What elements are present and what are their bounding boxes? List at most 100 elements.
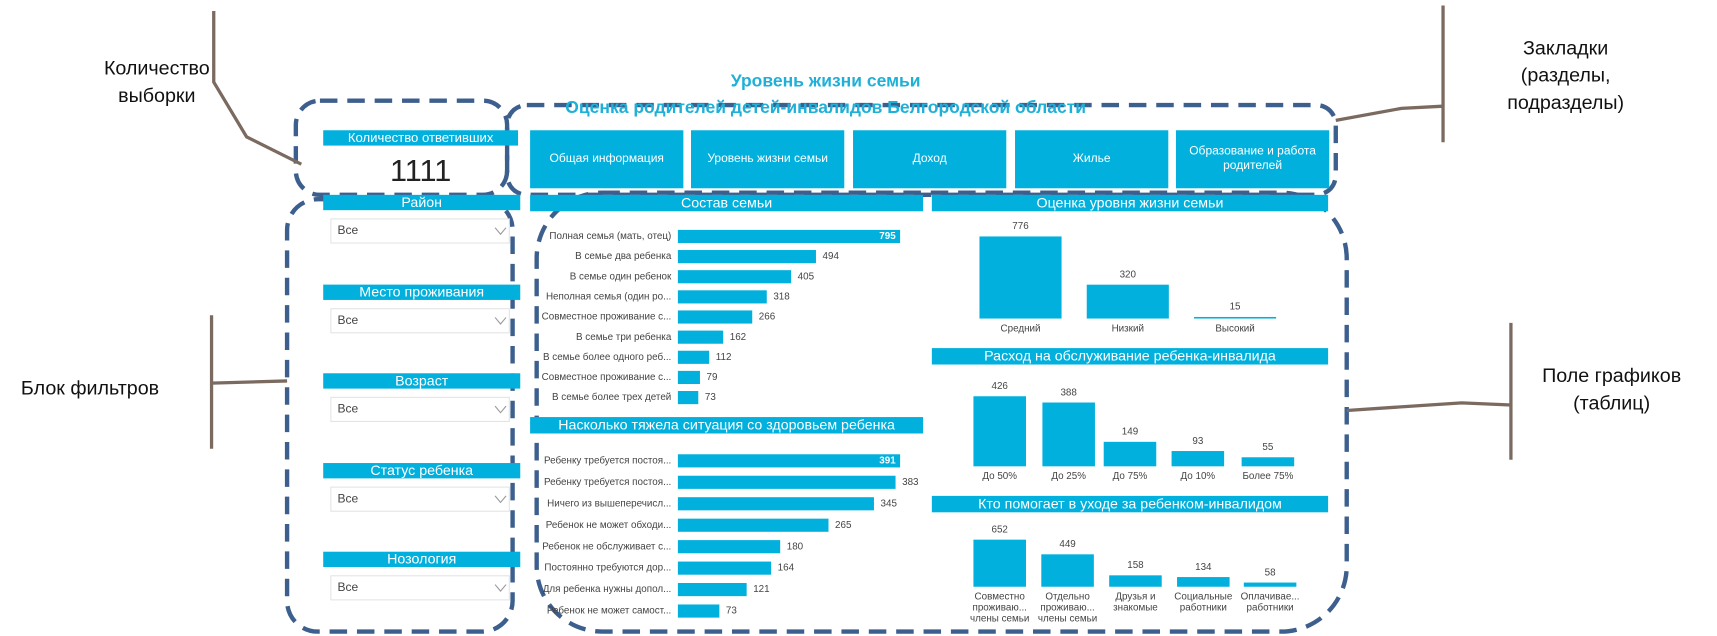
chevron	[494, 317, 507, 325]
text-line: работники	[1180, 602, 1227, 613]
filter-value: Все	[337, 223, 358, 237]
text-line: До 25%	[1051, 471, 1086, 482]
pointer	[212, 10, 303, 166]
value-label: 158	[1127, 560, 1144, 571]
category-label: Высокий	[1215, 323, 1254, 334]
bar	[1194, 316, 1277, 319]
chart-header	[931, 194, 1329, 212]
text-line: (таблиц)	[1573, 393, 1650, 415]
bar	[1109, 575, 1162, 587]
text-line: Высокий	[1215, 323, 1254, 334]
filter-dropdown[interactable]	[330, 575, 510, 601]
filter-dropdown[interactable]	[330, 486, 510, 512]
card-value: 1111	[390, 154, 451, 188]
tab[interactable]	[853, 130, 1007, 189]
filter-header	[323, 551, 521, 568]
text-line: проживаю...	[1040, 602, 1094, 613]
value-label: 121	[753, 584, 769, 595]
filter-label: Нозология	[387, 552, 456, 568]
category-label: Ребенку требуется постоя...	[544, 455, 671, 466]
filter-dropdown[interactable]	[330, 308, 510, 334]
filter-label: Статус ребенка	[370, 463, 473, 479]
bar	[677, 583, 747, 597]
dashboard-subtitle: Оценка родителей детей-инвалидов Белгоро…	[565, 97, 1086, 117]
value-label: 383	[902, 477, 919, 488]
tab[interactable]	[1015, 130, 1169, 189]
value-label: 265	[835, 520, 852, 531]
category-label: Ничего из вышеперечисл...	[547, 498, 671, 509]
chevron	[494, 584, 507, 592]
category-label: Ребенок не обслуживает с...	[542, 541, 671, 552]
category-label: До 75%	[1113, 471, 1148, 482]
pointer	[1346, 401, 1511, 413]
filter-dropdown[interactable]	[330, 396, 510, 422]
text-line: (разделы,	[1521, 65, 1611, 87]
category-label: Неполная семья (один ро...	[546, 291, 671, 302]
text-line: Образование и работа	[1189, 144, 1316, 158]
tab-label: Уровень жизни семьи	[707, 151, 828, 165]
bar	[1103, 441, 1157, 467]
pointer	[1335, 104, 1444, 123]
filter-header	[323, 194, 521, 211]
value-label: 318	[773, 291, 790, 302]
bar	[677, 518, 829, 532]
text-line: проживаю...	[972, 602, 1026, 613]
bar	[677, 270, 792, 284]
value-label: 652	[991, 524, 1007, 535]
bar	[677, 454, 901, 468]
value-label: 79	[707, 372, 718, 383]
chart-title: Насколько тяжела ситуация со здоровьем р…	[558, 418, 895, 434]
chart-title: Состав семьи	[681, 195, 772, 211]
category-label: В семье один ребенок	[570, 271, 672, 282]
chart-title: Кто помогает в уходе за ребенком-инвалид…	[978, 496, 1282, 512]
bar	[677, 561, 772, 575]
text-line: знакомые	[1113, 602, 1158, 613]
filter-label: Возраст	[395, 373, 449, 389]
value-label: 449	[1059, 539, 1076, 550]
category-label: Совместное проживание с...	[542, 312, 672, 323]
bar	[677, 370, 700, 385]
category-label: Ребенок не может самост...	[547, 606, 671, 617]
tab-label: Доход	[913, 151, 947, 165]
bar	[1042, 402, 1095, 467]
category-label: До 10%	[1180, 471, 1215, 482]
card-header	[323, 130, 519, 146]
value-label: 405	[798, 271, 815, 282]
value-label: 776	[1012, 221, 1029, 232]
text-line: Средний	[1000, 323, 1040, 334]
bar	[1241, 457, 1295, 467]
filter-value: Все	[337, 580, 358, 594]
tab[interactable]	[530, 130, 684, 189]
category-label: В семье два ребенка	[575, 251, 672, 262]
tab-label: Общая информация	[550, 151, 664, 165]
text-line: До 50%	[982, 471, 1017, 482]
text-line: Более 75%	[1242, 471, 1293, 482]
chevron	[494, 227, 507, 236]
category-label: Полная семья (мать, отец)	[549, 231, 671, 242]
tab-label: Жилье	[1073, 151, 1111, 165]
tab[interactable]	[1175, 130, 1330, 189]
value-label: 162	[730, 332, 746, 343]
category-label: Постоянно требуются дор...	[544, 563, 671, 574]
value-label: 320	[1120, 269, 1137, 280]
value-label: 388	[1060, 387, 1077, 398]
annotation-label: Поле графиков (таблиц)	[1542, 365, 1681, 414]
category-label: Более 75%	[1242, 471, 1293, 482]
value-label: 149	[1122, 427, 1139, 438]
frame-charts	[534, 190, 1349, 634]
annotation-label: Закладки (разделы, подразделы)	[1507, 37, 1624, 114]
filter-value: Все	[337, 491, 358, 505]
filter-value: Все	[337, 402, 358, 416]
filter-header	[323, 284, 521, 300]
text-line: Совместно	[975, 591, 1026, 602]
tab[interactable]	[691, 130, 845, 189]
chart-header	[931, 495, 1329, 513]
category-label: Социальные работники	[1174, 591, 1233, 613]
chart-header	[931, 348, 1329, 365]
text-line: работники	[1247, 602, 1294, 613]
filter-label: Место проживания	[359, 285, 484, 301]
bar	[1041, 554, 1094, 587]
dashboard-title: Уровень жизни семьи	[731, 71, 921, 91]
value-label: 345	[881, 498, 898, 509]
filter-dropdown[interactable]	[330, 218, 510, 244]
